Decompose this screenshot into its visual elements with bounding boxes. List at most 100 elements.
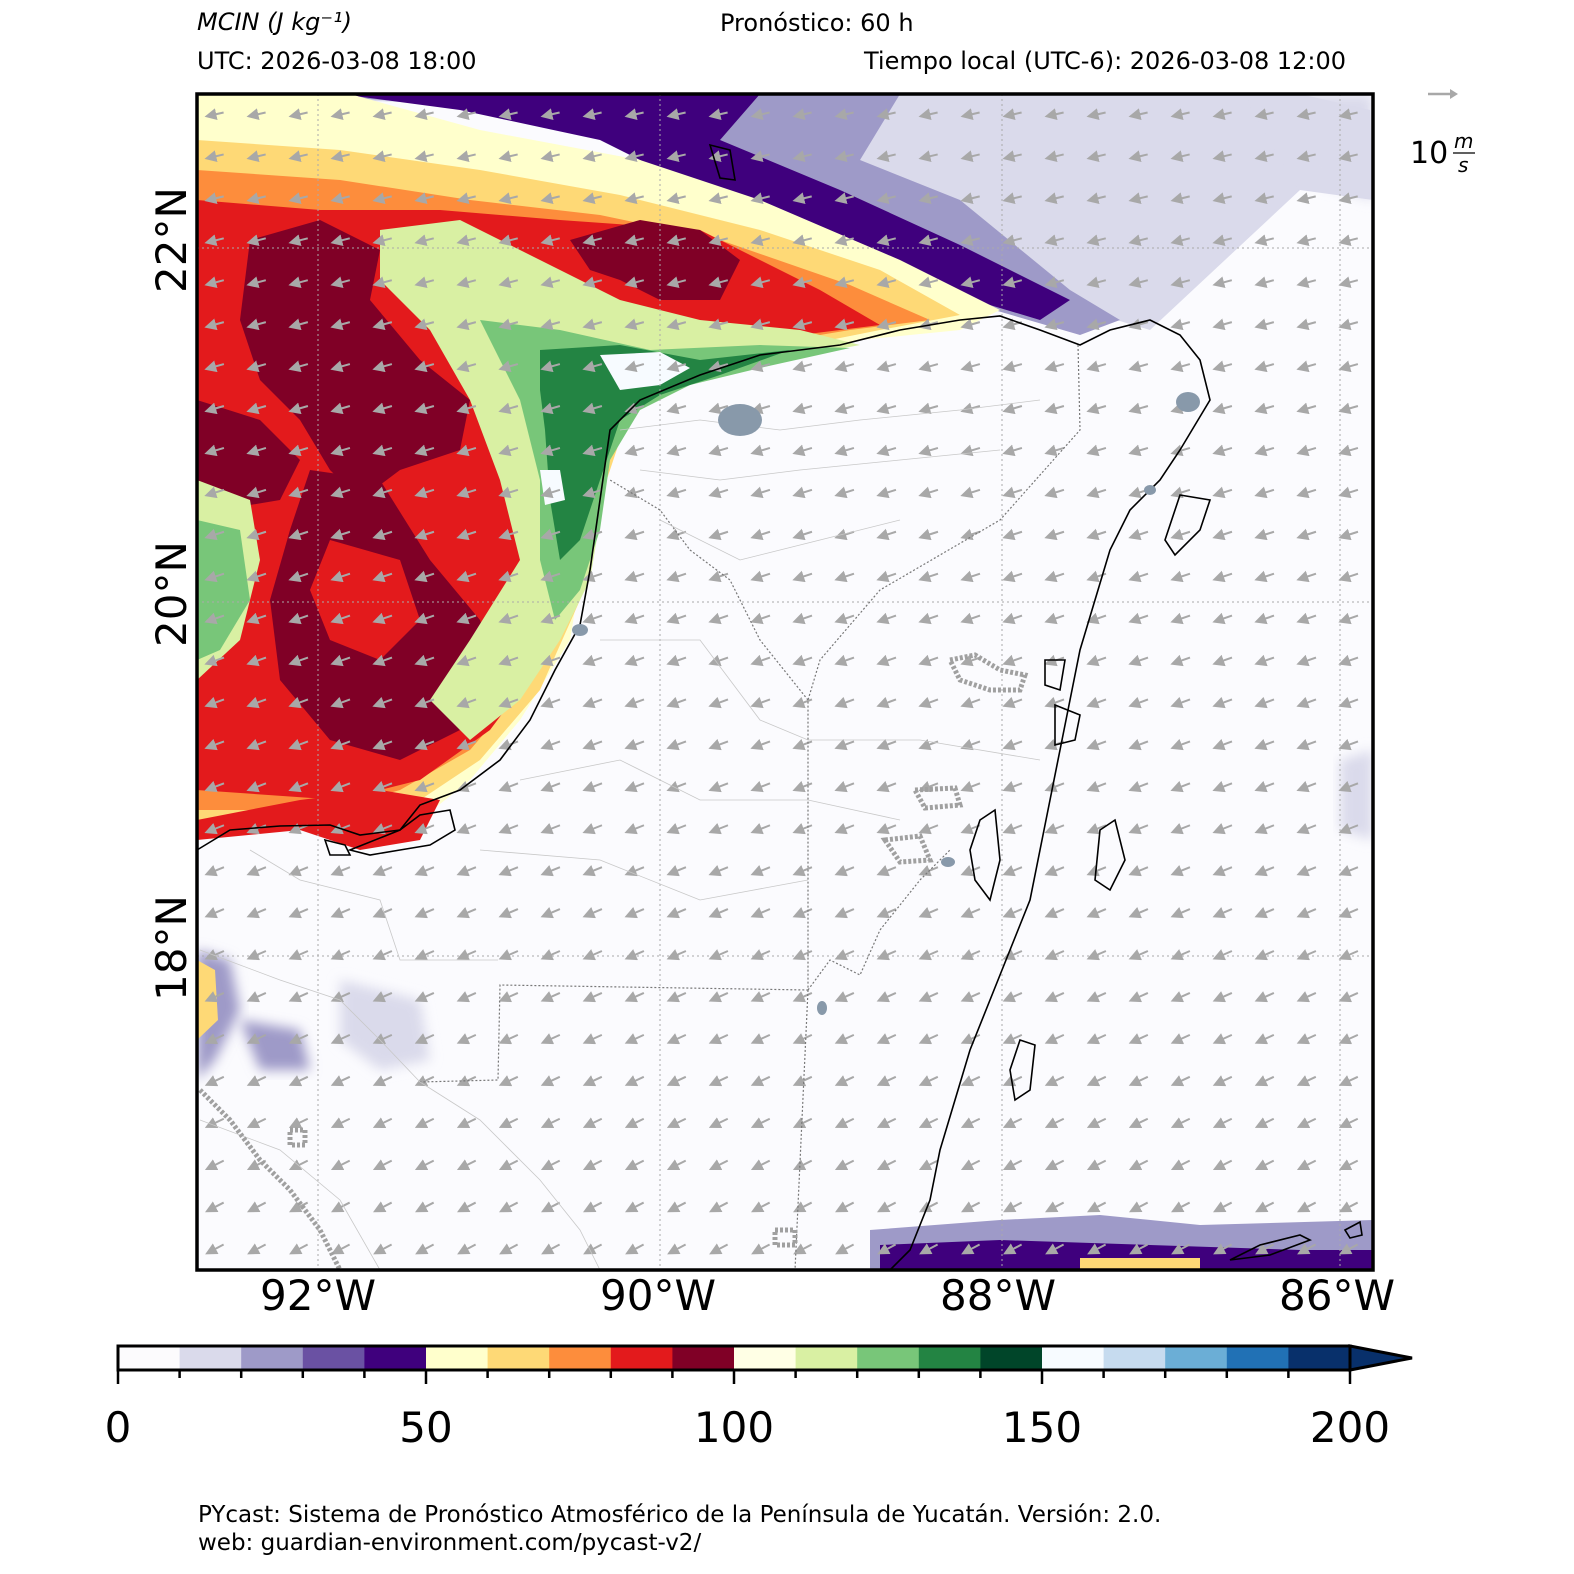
- wind-arrow: [960, 612, 981, 625]
- wind-arrow: [1255, 1243, 1275, 1255]
- wind-arrow: [582, 738, 603, 751]
- wind-arrow: [1002, 612, 1023, 625]
- wind-arrow: [540, 528, 561, 541]
- wind-arrow: [288, 1075, 309, 1087]
- wind-arrow: [834, 738, 855, 751]
- wind-arrow: [750, 612, 771, 625]
- wind-arrow: [330, 1033, 351, 1045]
- colorbar-segment: [302, 1346, 365, 1370]
- wind-arrow: [1129, 1243, 1149, 1255]
- wind-arrow: [1128, 1159, 1149, 1171]
- wind-arrow: [204, 612, 225, 625]
- wind-arrow: [624, 738, 645, 751]
- wind-arrow: [1296, 865, 1317, 877]
- wind-arrow: [1297, 1243, 1317, 1255]
- map-frame: [195, 92, 1375, 1272]
- wind-arrow: [372, 234, 393, 247]
- wind-arrow: [1254, 780, 1275, 793]
- wind-arrow: [456, 1159, 477, 1171]
- wind-arrow: [834, 1117, 855, 1129]
- wind-arrow: [204, 780, 225, 793]
- wind-arrow: [330, 570, 351, 583]
- wind-arrow: [1044, 360, 1065, 373]
- wind-arrow: [750, 1117, 771, 1129]
- wind-arrow: [834, 318, 855, 331]
- wind-arrow: [1254, 822, 1275, 835]
- wind-arrow: [918, 949, 939, 961]
- wind-arrow: [1254, 654, 1275, 667]
- wind-arrow: [498, 949, 519, 961]
- wind-arrow: [624, 696, 645, 709]
- wind-arrow: [708, 570, 729, 583]
- wind-arrow: [961, 1243, 981, 1255]
- wind-arrow: [540, 949, 561, 961]
- wind-arrow: [372, 865, 393, 877]
- wind-arrow: [582, 949, 603, 961]
- wind-arrow: [372, 360, 393, 373]
- graticule: [197, 94, 1373, 1270]
- wind-arrow: [708, 612, 729, 625]
- wind-arrow: [834, 570, 855, 583]
- wind-arrow: [1044, 907, 1065, 919]
- wind-arrow: [372, 108, 392, 121]
- wind-arrow: [750, 570, 771, 583]
- wind-arrow: [1338, 907, 1359, 919]
- wind-arrow: [834, 1075, 855, 1087]
- wind-arrow: [1254, 486, 1275, 499]
- wind-arrow: [1128, 696, 1149, 709]
- latitude-labels: 22°N 20°N 18°N: [147, 187, 196, 1001]
- wind-arrow: [666, 486, 687, 499]
- wind-arrow: [288, 1117, 309, 1129]
- wind-arrow: [373, 1243, 393, 1255]
- wind-arrow: [330, 402, 351, 415]
- wind-arrow: [540, 780, 561, 793]
- wind-arrow: [960, 654, 981, 667]
- wind-arrow: [540, 486, 561, 499]
- wind-arrow: [204, 654, 225, 667]
- wind-arrow: [792, 360, 813, 373]
- wind-arrow: [1297, 1201, 1317, 1213]
- wind-arrow: [330, 1117, 351, 1129]
- wind-arrow: [666, 780, 687, 793]
- wind-arrow: [666, 1117, 687, 1129]
- wind-arrow: [330, 360, 351, 373]
- wind-arrow: [1296, 907, 1317, 919]
- wind-arrow: [876, 444, 897, 457]
- wind-arrow: [960, 444, 981, 457]
- wind-arrow: [1338, 528, 1359, 541]
- wind-arrow: [1212, 696, 1233, 709]
- wind-arrow: [1170, 1033, 1191, 1045]
- wind-arrow: [792, 486, 813, 499]
- wind-arrow: [918, 1075, 939, 1087]
- wind-arrow: [1296, 234, 1317, 247]
- wind-arrow: [960, 1033, 981, 1045]
- wind-arrow: [960, 696, 981, 709]
- wind-reference-value: 10: [1410, 136, 1448, 171]
- wind-arrow: [792, 1159, 813, 1171]
- wind-arrow: [582, 276, 603, 289]
- wind-arrow: [456, 865, 477, 877]
- wind-arrow: [540, 360, 561, 373]
- wind-arrow: [288, 108, 308, 121]
- wind-arrow: [1044, 402, 1065, 415]
- wind-arrow: [960, 486, 981, 499]
- wind-reference-unit-bottom: s: [1458, 153, 1468, 177]
- wind-arrow: [1254, 192, 1274, 205]
- wind-arrow: [1296, 402, 1317, 415]
- colorbar-segment: [426, 1346, 489, 1370]
- wind-arrow: [204, 822, 225, 835]
- wind-arrow: [1170, 570, 1191, 583]
- wind-arrow: [288, 276, 309, 289]
- wind-arrow: [288, 865, 309, 877]
- wind-arrow: [1338, 865, 1359, 877]
- wind-arrow: [708, 234, 729, 247]
- wind-arrow: [498, 612, 519, 625]
- wind-arrow: [666, 738, 687, 751]
- wind-arrow: [1086, 822, 1107, 835]
- wind-arrow: [1170, 108, 1190, 121]
- wind-arrow: [288, 570, 309, 583]
- wind-arrow: [414, 654, 435, 667]
- wind-arrow: [624, 822, 645, 835]
- wind-arrow: [246, 612, 267, 625]
- footer-line-1: PYcast: Sistema de Pronóstico Atmosféric…: [198, 1502, 1162, 1528]
